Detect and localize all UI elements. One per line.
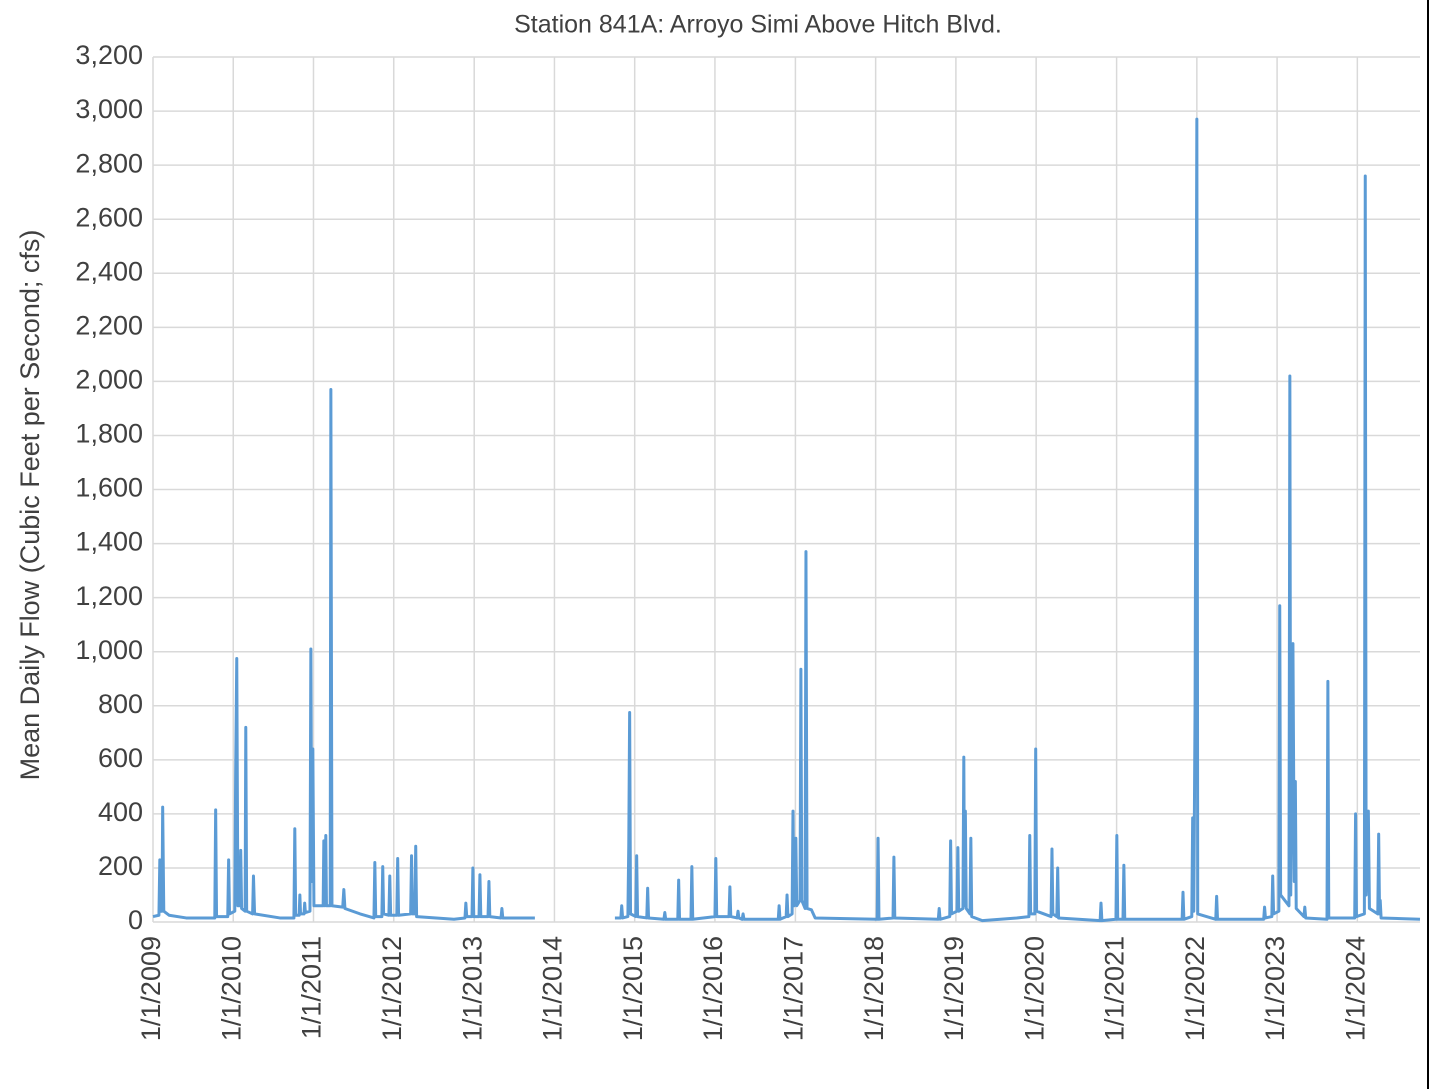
y-tick-label: 200 [98,851,143,881]
x-tick-label: 1/1/2011 [297,936,327,1039]
x-tick-label: 1/1/2018 [859,936,889,1041]
x-tick-label: 1/1/2013 [457,936,487,1041]
y-tick-label: 800 [98,689,143,719]
x-tick-label: 1/1/2009 [136,936,166,1041]
x-tick-label: 1/1/2021 [1100,936,1130,1041]
chart-title: Station 841A: Arroyo Simi Above Hitch Bl… [514,11,1002,39]
y-tick-label: 2,800 [75,148,143,178]
y-tick-label: 1,600 [75,473,143,503]
y-tick-label: 3,200 [75,40,143,70]
y-tick-label: 400 [98,797,143,827]
x-tick-label: 1/1/2016 [698,936,728,1041]
y-tick-label: 1,800 [75,419,143,449]
x-tick-label: 1/1/2022 [1180,936,1210,1041]
x-tick-label: 1/1/2023 [1260,936,1290,1041]
x-tick-label: 1/1/2014 [538,936,568,1041]
x-tick-label: 1/1/2019 [939,936,969,1041]
y-tick-label: 1,200 [75,581,143,611]
y-tick-label: 2,600 [75,202,143,232]
y-axis-title: Mean Daily Flow (Cubic Feet per Second; … [15,230,45,781]
y-tick-label: 2,400 [75,256,143,286]
x-tick-label: 1/1/2017 [779,936,809,1041]
x-tick-label: 1/1/2020 [1019,936,1049,1041]
x-tick-label: 1/1/2024 [1340,936,1370,1041]
y-tick-label: 1,000 [75,635,143,665]
y-tick-label: 2,000 [75,365,143,395]
y-tick-label: 2,200 [75,310,143,340]
y-tick-label: 3,000 [75,94,143,124]
x-tick-label: 1/1/2010 [216,936,246,1041]
y-tick-label: 1,400 [75,527,143,557]
flow-line [152,117,1421,923]
y-tick-label: 600 [98,743,143,773]
x-tick-label: 1/1/2012 [377,936,407,1041]
y-tick-label: 0 [128,905,143,935]
x-tick-label: 1/1/2015 [618,936,648,1041]
